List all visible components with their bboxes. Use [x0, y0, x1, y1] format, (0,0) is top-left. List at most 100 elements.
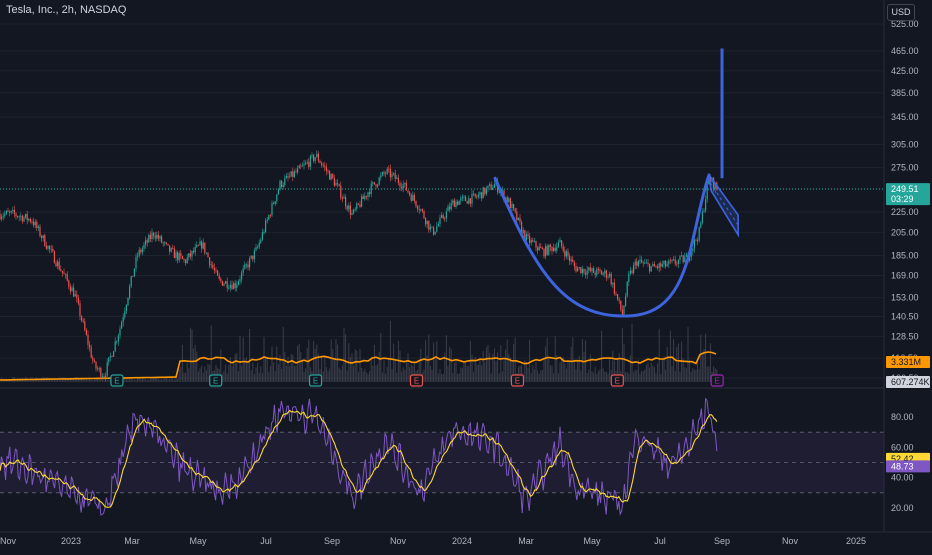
volume-bar — [157, 379, 159, 382]
earnings-marker[interactable]: E — [610, 374, 624, 387]
earnings-marker[interactable]: E — [308, 374, 323, 387]
volume-bar — [372, 365, 374, 382]
currency-button[interactable]: USD — [887, 4, 915, 21]
volume-bar — [202, 372, 204, 382]
candle-body — [324, 165, 326, 167]
volume-bar — [463, 362, 465, 382]
earnings-marker-label: E — [515, 377, 520, 386]
candle-body — [476, 196, 478, 198]
candle-body — [668, 260, 670, 265]
candle-body — [295, 171, 297, 173]
volume-bar — [474, 356, 476, 382]
candle-body — [580, 267, 582, 274]
candle-body — [562, 246, 564, 251]
volume-bar — [330, 339, 332, 382]
volume-tag-bg — [886, 376, 930, 388]
candle-body — [397, 177, 399, 183]
candle-body — [31, 221, 33, 223]
candle-body — [247, 264, 249, 268]
earnings-marker[interactable]: E — [710, 374, 724, 387]
volume-bar — [503, 360, 505, 382]
volume-bar — [369, 371, 371, 382]
candle-body — [194, 247, 196, 253]
symbol-title[interactable]: Tesla, Inc., 2h, NASDAQ — [6, 4, 127, 16]
earnings-marker[interactable]: E — [110, 374, 124, 387]
volume-bar — [85, 378, 87, 382]
candle-body — [453, 200, 455, 208]
candle-body — [319, 160, 321, 164]
volume-bar — [324, 357, 326, 382]
candle-body — [586, 270, 588, 275]
volume-bar — [265, 356, 267, 382]
rsi-scale[interactable]: 80.00 60.00 40.00 20.00 — [891, 412, 914, 513]
cup-and-handle-drawing[interactable] — [493, 48, 739, 318]
volume-bar — [693, 370, 695, 382]
cup-curve[interactable] — [493, 173, 711, 318]
volume-bar — [127, 379, 129, 382]
volume-bar — [279, 354, 281, 382]
candle-body — [629, 270, 631, 274]
volume-bar — [306, 348, 308, 382]
volume-bar — [125, 379, 127, 382]
volume-bar — [682, 358, 684, 382]
handle-channel[interactable] — [708, 174, 739, 238]
volume-bar — [90, 379, 92, 382]
earnings-marker[interactable]: E — [510, 374, 525, 387]
volume-bar — [636, 370, 638, 382]
time-axis[interactable]: Nov 2023 Mar May Jul Sep Nov 2024 Mar May Jul Sep No… — [0, 536, 866, 546]
candle-body — [525, 234, 527, 241]
volume-bar — [633, 372, 635, 382]
volume-bar — [426, 355, 428, 382]
candle-body — [133, 268, 135, 277]
candle-body — [455, 201, 457, 208]
candle-body — [481, 192, 483, 199]
candle-body — [437, 223, 439, 227]
candle-body — [385, 173, 387, 175]
volume-bar — [661, 358, 663, 382]
volume-bar — [333, 360, 335, 382]
volume-bar — [289, 366, 291, 382]
volume-bar — [442, 373, 444, 382]
earnings-marker[interactable]: E — [209, 374, 223, 387]
candle-body — [90, 347, 92, 358]
candle-body — [692, 248, 694, 252]
volume-bar — [508, 354, 510, 382]
volume-bar — [137, 378, 139, 382]
volume-bar — [201, 365, 203, 382]
candle-body — [365, 195, 367, 197]
volume-bar — [169, 378, 171, 382]
candle-body — [642, 262, 644, 264]
volume-bar — [276, 346, 278, 382]
candle-body — [7, 210, 9, 212]
volume-bar — [556, 355, 558, 382]
volume-bar — [365, 372, 367, 382]
candle-body — [191, 250, 193, 257]
volume-bar — [226, 373, 228, 382]
volume-bar — [548, 357, 550, 382]
volume-bar — [553, 373, 555, 382]
volume-bar — [386, 367, 388, 382]
volume-bar — [650, 362, 652, 382]
candle-body — [149, 234, 151, 239]
volume-bar — [241, 365, 243, 382]
price-tick-label: 140.50 — [891, 312, 919, 322]
volume-bar — [597, 371, 599, 382]
candle-body — [532, 240, 534, 242]
earnings-marker[interactable]: E — [409, 374, 424, 387]
volume-bar — [370, 357, 372, 382]
price-tick-label: 153.00 — [891, 293, 919, 303]
candle-body — [615, 293, 617, 295]
candle-body — [575, 266, 577, 272]
volume-bar — [191, 329, 193, 382]
volume-bar — [447, 365, 449, 382]
candle-body — [29, 218, 31, 222]
volume-bar — [618, 353, 620, 382]
volume-bar — [581, 338, 583, 382]
candle-body — [489, 184, 491, 186]
volume-bar — [660, 373, 662, 382]
volume-bar — [81, 377, 83, 382]
price-tick-label: 465.00 — [891, 46, 919, 56]
candle-body — [621, 309, 623, 315]
candle-body — [217, 270, 219, 276]
